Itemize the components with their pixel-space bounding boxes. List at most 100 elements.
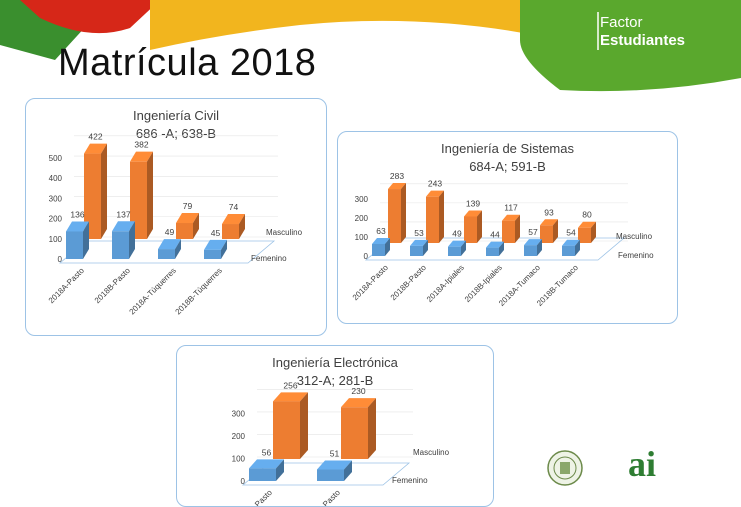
chart-civil: 0 100 200 300 400 500 422 136 2018A-Pasto 382 137 2… — [47, 132, 303, 317]
bar-masculino — [464, 210, 482, 243]
data-label-masculino: 256 — [283, 380, 297, 390]
brand-line2: Estudiantes — [600, 32, 686, 49]
data-label-femenino: 44 — [490, 230, 500, 240]
y-tick-label: 300 — [355, 195, 369, 204]
y-tick-label: 0 — [364, 252, 369, 261]
bar-masculino — [341, 398, 376, 459]
data-label-masculino: 243 — [428, 179, 442, 189]
bar-femenino — [317, 460, 352, 481]
chart-panel-electronica: Ingeniería Electrónica 312-A; 281-B 0 100… — [176, 345, 494, 507]
y-tick-label: 0 — [58, 255, 63, 264]
data-label-masculino: 139 — [466, 198, 480, 208]
data-label-masculino: 80 — [582, 210, 592, 220]
data-label-femenino: 63 — [376, 226, 386, 236]
y-tick-label: 100 — [49, 235, 63, 244]
banner-green-right — [520, 0, 741, 92]
y-tick-label: 200 — [49, 215, 63, 224]
series-label-masculino: Masculino — [266, 228, 303, 237]
series-label-femenino: Femenino — [251, 254, 287, 263]
brand-logo: Factor Estudiantes — [600, 14, 685, 50]
series-label-femenino: Femenino — [392, 476, 428, 485]
bar-masculino — [578, 221, 596, 243]
bar-masculino — [502, 214, 520, 243]
bar-femenino — [524, 239, 542, 256]
y-tick-label: 300 — [232, 409, 246, 418]
data-label-masculino: 117 — [504, 203, 518, 213]
bar-femenino — [66, 221, 89, 259]
y-tick-label: 200 — [355, 214, 369, 223]
bar-masculino — [84, 143, 107, 239]
bar-masculino — [176, 213, 199, 239]
category-label: 2018A-Pasto — [351, 263, 390, 302]
data-label-femenino: 53 — [414, 228, 424, 238]
bar-masculino — [540, 219, 558, 243]
chart-title: Ingeniería de Sistemas — [441, 141, 574, 156]
chart-panel-sistemas: Ingeniería de Sistemas 684-A; 591-B 0 100… — [337, 131, 678, 324]
y-tick-label: 300 — [49, 194, 63, 203]
data-label-masculino: 382 — [134, 140, 148, 150]
bar-femenino — [204, 239, 227, 259]
y-tick-label: 0 — [241, 477, 246, 486]
series-label-masculino: Masculino — [616, 232, 653, 241]
data-label-femenino: 137 — [116, 209, 130, 219]
category-label: 2018A-Túquerres — [128, 266, 178, 316]
bar-femenino — [448, 240, 466, 256]
bar-masculino — [426, 190, 444, 243]
category-label: 2018A-Pasto — [235, 488, 274, 506]
series-label-masculino: Masculino — [413, 448, 450, 457]
bar-femenino — [410, 239, 428, 256]
chart-subtitle: 686 -A; 638-B — [135, 126, 217, 141]
page-title: Matrícula 2018 — [58, 42, 317, 84]
bar-femenino — [158, 239, 181, 259]
category-label: 2018A-Ipiales — [425, 263, 466, 304]
bar-femenino — [486, 241, 504, 256]
data-label-femenino: 45 — [211, 228, 221, 238]
bar-masculino — [273, 392, 308, 459]
bar-masculino — [388, 183, 406, 243]
category-label: 2018B-Pasto — [303, 488, 342, 506]
data-label-masculino: 230 — [351, 386, 365, 396]
bar-femenino — [372, 237, 390, 256]
data-label-masculino: 79 — [183, 201, 193, 211]
category-label: 2018B-Ipiales — [463, 263, 504, 304]
bar-femenino — [562, 239, 580, 256]
banner-yellow — [150, 0, 560, 50]
data-label-femenino: 136 — [70, 209, 84, 219]
data-label-masculino: 283 — [390, 171, 404, 181]
data-label-femenino: 57 — [528, 227, 538, 237]
data-label-femenino: 54 — [566, 228, 576, 238]
y-tick-label: 200 — [232, 432, 246, 441]
chart-electronica: 0 100 200 300 256 56 2018A-Pasto 230 51 2018B-Pas… — [232, 380, 450, 506]
header-banner — [0, 0, 741, 92]
y-tick-label: 500 — [49, 154, 63, 163]
chart-title: Ingeniería Electrónica — [272, 355, 398, 370]
data-label-femenino: 49 — [165, 227, 175, 237]
category-label: 2018B-Túquerres — [174, 266, 224, 316]
ai-logo-icon: ai — [628, 444, 657, 484]
data-label-masculino: 74 — [229, 202, 239, 212]
y-tick-label: 400 — [49, 174, 63, 183]
banner-red — [20, 0, 160, 34]
chart-subtitle: 684-A; 591-B — [469, 159, 546, 174]
y-tick-label: 100 — [232, 454, 246, 463]
chart-subtitle: 312-A; 281-B — [296, 373, 374, 388]
bar-femenino — [249, 459, 284, 481]
university-seal-icon — [547, 450, 583, 486]
chart-sistemas: 0 100 200 300 283 63 2018A-Pasto 243 53 2018B-Pas… — [351, 171, 654, 308]
data-label-femenino: 49 — [452, 229, 462, 239]
bar-femenino — [112, 221, 135, 259]
data-label-masculino: 422 — [88, 132, 102, 142]
category-label: 2018A-Pasto — [47, 266, 86, 305]
data-label-femenino: 56 — [262, 447, 272, 457]
data-label-masculino: 93 — [544, 207, 554, 217]
bar-masculino — [222, 214, 245, 239]
category-label: 2018B-Pasto — [389, 263, 428, 302]
chart-panel-civil: Ingeniería Civil 686 -A; 638-B 0 100 200 30… — [25, 98, 327, 336]
series-label-femenino: Femenino — [618, 251, 654, 260]
y-tick-label: 100 — [355, 233, 369, 242]
brand-line1: Factor — [600, 14, 643, 31]
data-label-femenino: 51 — [330, 449, 340, 459]
bar-masculino — [130, 151, 153, 239]
category-label: 2018B-Pasto — [93, 266, 132, 305]
chart-title: Ingeniería Civil — [133, 108, 219, 123]
